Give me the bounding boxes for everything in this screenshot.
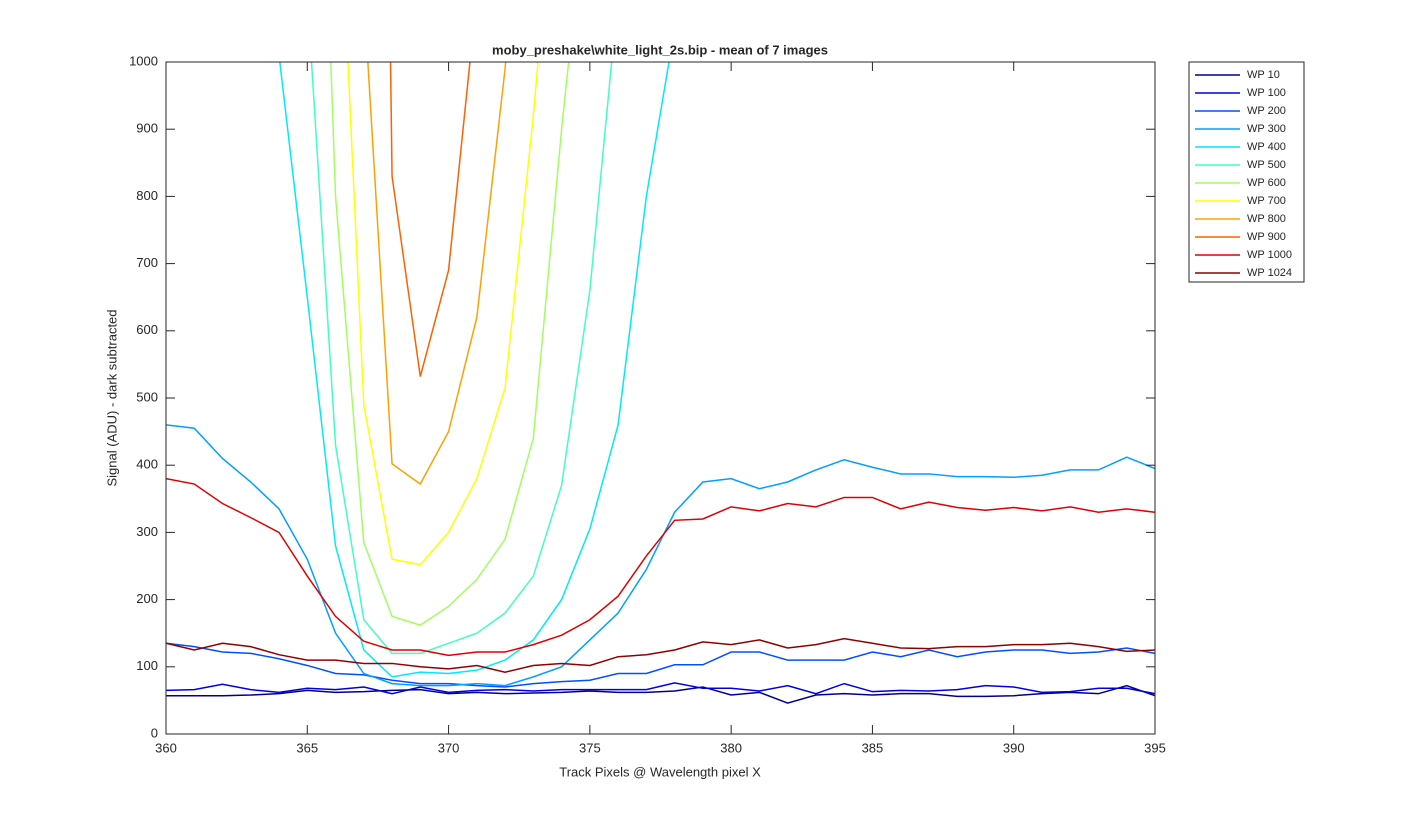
x-tick-label: 365 xyxy=(296,740,318,755)
series-line xyxy=(166,682,1155,695)
y-tick-label: 300 xyxy=(136,524,158,539)
x-axis-label: Track Pixels @ Wavelength pixel X xyxy=(559,764,761,779)
legend-label: WP 200 xyxy=(1247,105,1286,117)
series-line xyxy=(166,637,1155,673)
x-tick-label: 385 xyxy=(862,740,884,755)
series-line xyxy=(310,62,613,655)
x-tick-label: 395 xyxy=(1144,740,1166,755)
y-tick-label: 700 xyxy=(136,255,158,270)
plot-area xyxy=(166,62,1155,734)
chart-title: moby_preshake\white_light_2s.bip - mean … xyxy=(492,42,828,57)
x-tick-label: 390 xyxy=(1003,740,1025,755)
legend-label: WP 700 xyxy=(1247,195,1286,207)
legend-label: WP 400 xyxy=(1247,141,1286,153)
lines xyxy=(166,62,1155,704)
series-line xyxy=(166,424,1155,687)
y-tick-label: 200 xyxy=(136,591,158,606)
y-tick-label: 900 xyxy=(136,121,158,136)
series-line xyxy=(166,477,1155,657)
x-tick-label: 380 xyxy=(720,740,742,755)
legend-label: WP 300 xyxy=(1247,123,1286,135)
legend-label: WP 10 xyxy=(1247,69,1280,81)
y-tick-label: 1000 xyxy=(129,53,158,68)
x-tick-label: 370 xyxy=(438,740,460,755)
y-tick-label: 0 xyxy=(151,725,158,740)
x-tick-label: 375 xyxy=(579,740,601,755)
series-line xyxy=(166,684,1155,704)
series-line xyxy=(166,642,1155,688)
y-tick-label: 600 xyxy=(136,322,158,337)
legend xyxy=(1188,61,1305,283)
y-tick-label: 800 xyxy=(136,188,158,203)
legend-label: WP 1024 xyxy=(1247,267,1292,279)
x-tick-label: 360 xyxy=(155,740,177,755)
y-tick-label: 100 xyxy=(136,658,158,673)
y-axis-label: Signal (ADU) - dark subtracted xyxy=(104,309,119,486)
legend-label: WP 100 xyxy=(1247,87,1286,99)
series-line xyxy=(279,62,670,678)
legend-label: WP 600 xyxy=(1247,177,1286,189)
legend-label: WP 900 xyxy=(1247,231,1286,243)
legend-label: WP 500 xyxy=(1247,159,1286,171)
y-tick-label: 400 xyxy=(136,457,158,472)
legend-label: WP 800 xyxy=(1247,213,1286,225)
legend-label: WP 1000 xyxy=(1247,249,1292,261)
y-tick-label: 500 xyxy=(136,389,158,404)
